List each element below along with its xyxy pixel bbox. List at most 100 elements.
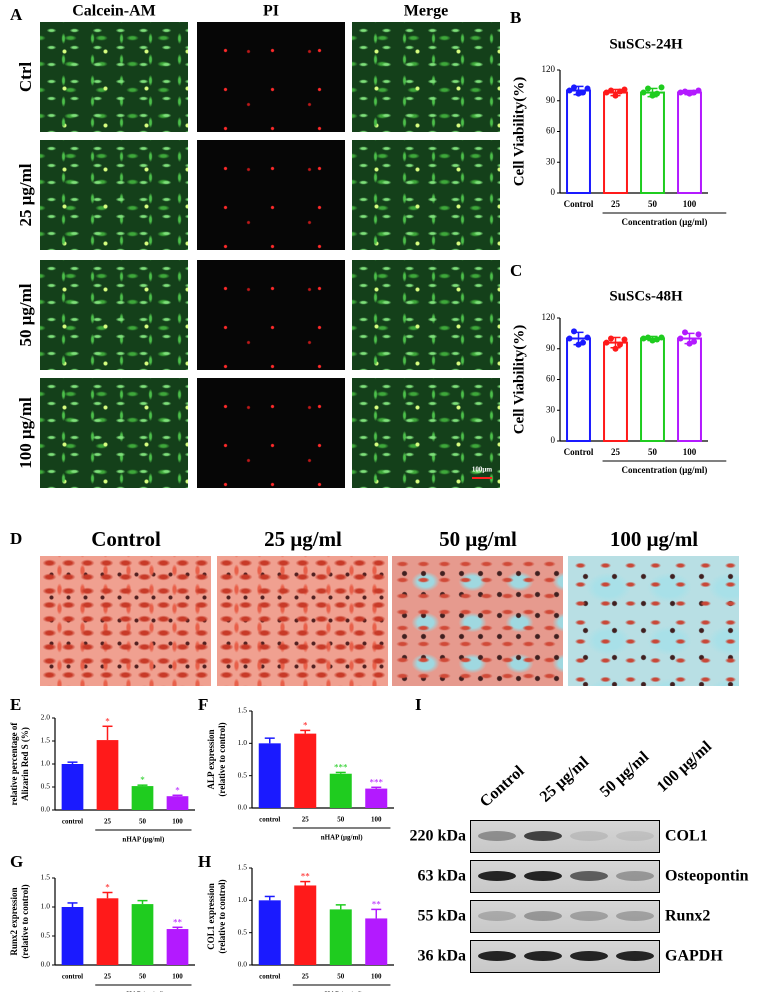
lane-label: Control (477, 762, 528, 810)
protein-name: COL1 (665, 828, 708, 845)
stained-image (392, 556, 563, 686)
bar (258, 743, 281, 808)
data-point (645, 334, 651, 341)
y-tick-label: 1.0 (238, 895, 248, 904)
significance: *** (334, 762, 348, 772)
data-point (654, 336, 660, 343)
y-tick-label: 0.5 (41, 931, 51, 940)
micrograph (197, 378, 345, 488)
bar (640, 337, 665, 442)
data-point (682, 88, 688, 95)
y-tick-label: 60 (546, 126, 556, 136)
y-tick-label: 0.5 (238, 927, 248, 936)
row-label: 25 μg/ml (16, 163, 35, 226)
western-blot (470, 820, 660, 853)
bar (677, 91, 702, 194)
x-tick-label: control (62, 818, 83, 826)
significance: ** (301, 872, 311, 882)
y-tick-label: 120 (542, 312, 556, 322)
data-point (603, 339, 610, 346)
panel-letter: D (10, 529, 22, 548)
x-axis-label: Concentration (μg/ml) (622, 217, 708, 227)
x-tick-label: 100 (371, 816, 382, 824)
bar (566, 89, 591, 194)
y-tick-label: 0.0 (41, 960, 51, 969)
y-tick-label: 0.0 (41, 805, 51, 814)
bar (166, 929, 189, 965)
x-tick-label: 25 (104, 973, 112, 981)
data-point (571, 328, 577, 335)
y-tick-label: 0.0 (238, 803, 248, 812)
y-axis-label: Runx2 expression (9, 887, 19, 955)
data-point (649, 92, 656, 99)
lane-label: 100 μg/ml (654, 738, 716, 796)
bar (131, 904, 154, 965)
band-size: 63 kDa (418, 868, 466, 885)
x-axis-label: nHAP (μg/ml) (321, 834, 364, 842)
bar (96, 898, 119, 965)
band-size: 36 kDa (418, 948, 466, 965)
bar (329, 909, 352, 965)
y-axis-label: Cell Viability(%) (511, 77, 527, 187)
data-point (686, 340, 693, 347)
y-tick-label: 0 (551, 187, 556, 197)
column-header: 50 μg/ml (439, 527, 517, 551)
significance: * (105, 883, 110, 893)
data-point (580, 89, 586, 96)
x-tick-label: 25 (302, 816, 310, 824)
micrograph (40, 378, 188, 488)
micrograph (197, 140, 345, 250)
significance: * (303, 720, 308, 730)
data-point (621, 86, 628, 93)
data-point (584, 334, 591, 341)
x-tick-label: 50 (139, 818, 147, 826)
x-tick-label: 50 (337, 816, 345, 824)
significance: ** (173, 917, 183, 927)
y-axis-label: (relative to control) (217, 879, 227, 953)
row-label: 100 μg/ml (16, 397, 35, 469)
data-point (608, 335, 614, 342)
x-tick-label: 50 (337, 973, 345, 981)
bar (61, 764, 84, 810)
y-axis-label: Cell Viability(%) (511, 325, 527, 435)
data-point (571, 84, 577, 91)
column-header: Calcein-AM (72, 3, 156, 20)
y-axis-label: ALP expression (206, 729, 216, 789)
bar (294, 885, 317, 965)
data-point (612, 345, 619, 352)
y-axis-label: (relative to control) (20, 884, 30, 958)
x-tick-label: Control (564, 199, 594, 209)
data-point (658, 334, 665, 341)
y-tick-label: 0.5 (41, 782, 51, 791)
data-point (658, 84, 665, 91)
column-header: PI (263, 3, 279, 20)
row-label: Ctrl (16, 62, 35, 92)
bar (603, 341, 628, 443)
data-point (649, 337, 656, 344)
panel-letter: C (510, 261, 522, 280)
stained-image (217, 556, 388, 686)
y-tick-label: 30 (546, 404, 556, 414)
data-point (566, 335, 573, 342)
y-tick-label: 1.0 (41, 759, 51, 768)
x-tick-label: 50 (648, 199, 658, 209)
x-tick-label: 25 (611, 199, 621, 209)
y-axis-label: Alizarin Red S (%) (20, 727, 30, 801)
x-tick-label: 50 (648, 447, 658, 457)
western-blot (470, 900, 660, 933)
stained-image (568, 556, 739, 686)
x-tick-label: 100 (371, 973, 382, 981)
bar (96, 740, 119, 810)
column-header: Control (91, 527, 161, 551)
bar (640, 91, 665, 194)
y-tick-label: 0.0 (238, 960, 248, 969)
data-point (691, 338, 697, 345)
x-tick-label: 25 (302, 973, 310, 981)
y-tick-label: 0.5 (238, 770, 248, 779)
panel-letter: H (198, 852, 211, 871)
significance: *** (370, 777, 384, 787)
stained-image (40, 556, 211, 686)
y-tick-label: 60 (546, 374, 556, 384)
y-tick-label: 1.5 (238, 706, 248, 715)
data-point (621, 336, 628, 343)
